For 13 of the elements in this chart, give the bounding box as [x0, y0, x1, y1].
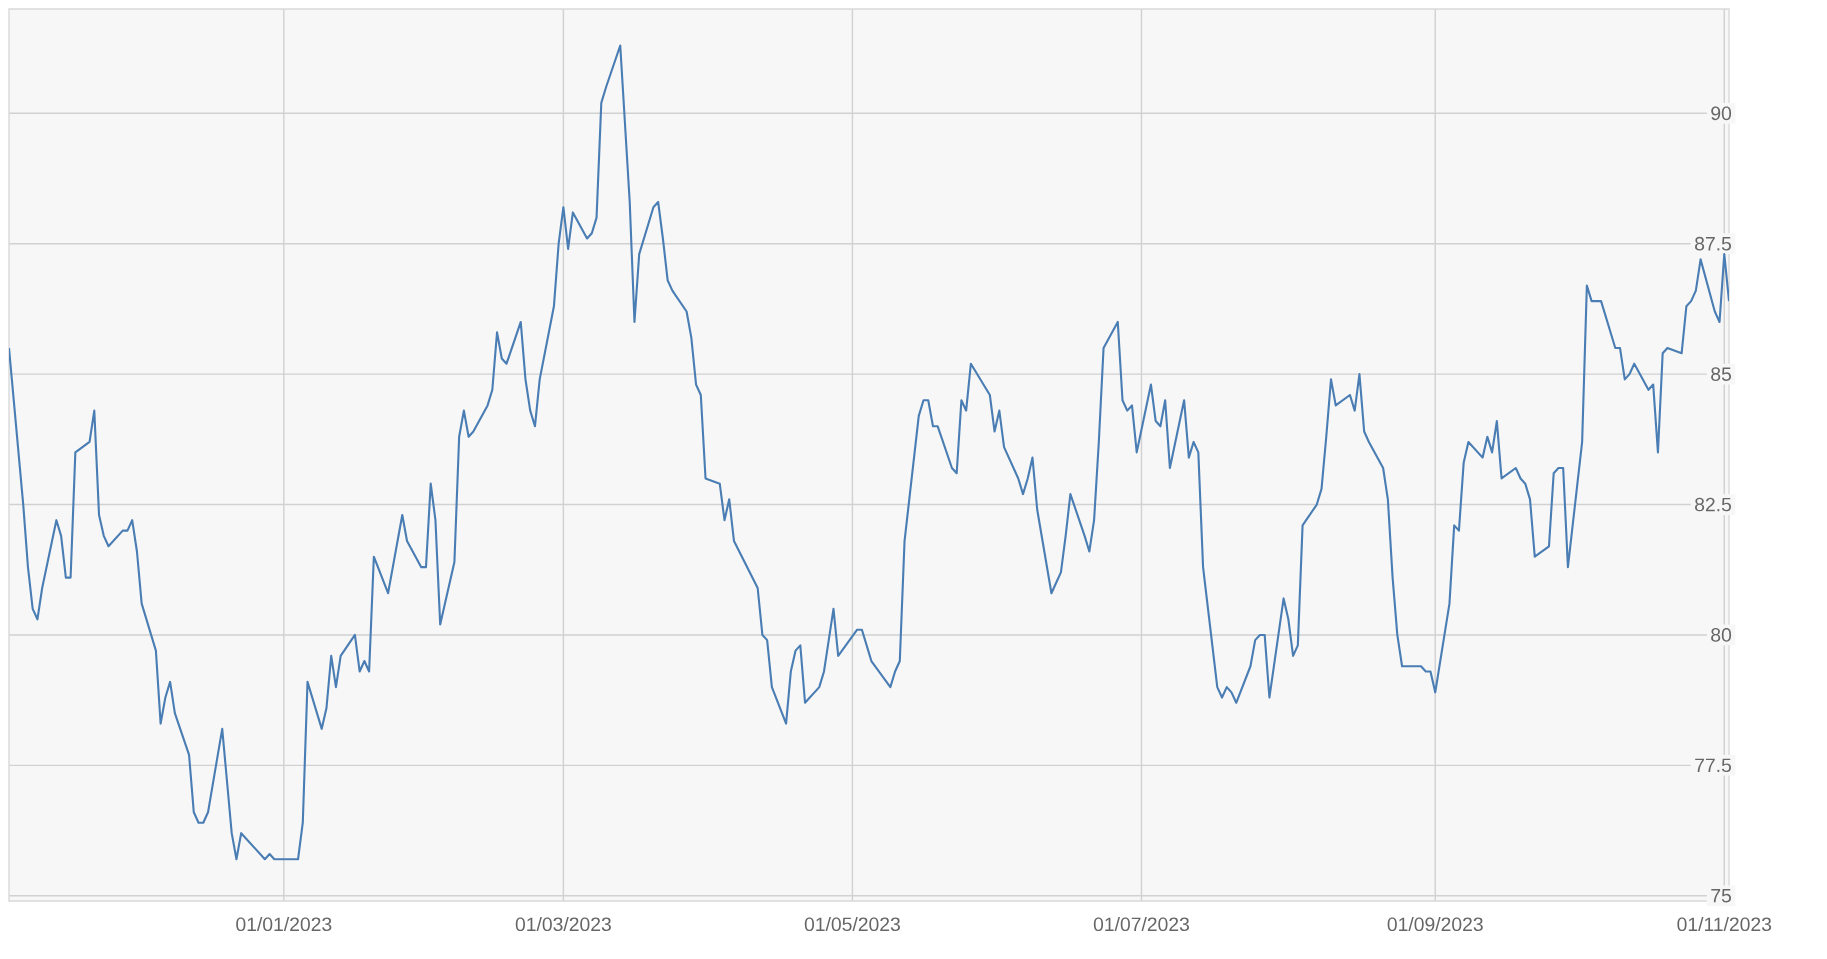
y-tick-label: 85: [1711, 367, 1731, 381]
y-tick-label: 75: [1711, 889, 1731, 903]
y-tick-label: 90: [1711, 106, 1732, 121]
y-tick-label: 80: [1711, 628, 1732, 642]
x-tick-label: 01/01/2023: [236, 916, 332, 932]
x-tick-label: 01/09/2023: [1387, 916, 1483, 932]
x-tick-label: 01/03/2023: [515, 916, 611, 932]
x-tick-label: 01/11/2023: [1677, 916, 1772, 932]
y-tick-label: 87.5: [1695, 236, 1731, 251]
x-tick-label: 01/07/2023: [1093, 916, 1189, 932]
y-tick-label: 77.5: [1695, 758, 1731, 773]
y-tick-label: 82.5: [1695, 497, 1731, 512]
x-tick-label: 01/05/2023: [804, 916, 900, 932]
